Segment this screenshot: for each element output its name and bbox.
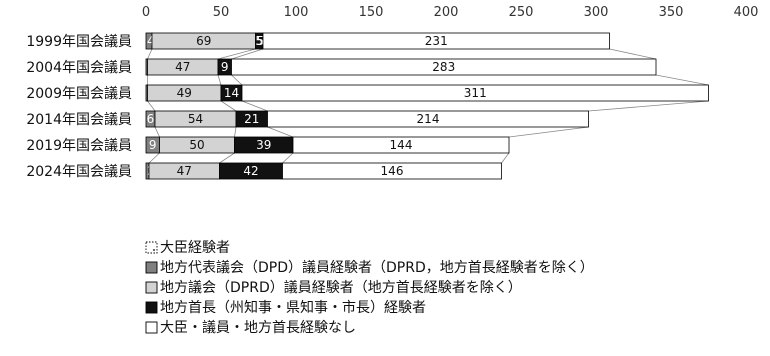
connector-line [147, 48, 153, 60]
connector-line [219, 152, 235, 164]
value-label: 47 [175, 60, 190, 74]
legend-swatch [145, 321, 158, 334]
x-tick-label: 300 [584, 5, 609, 20]
x-tick-label: 100 [284, 5, 309, 20]
connector-line [148, 152, 160, 164]
category-label: 1999年国会議員 [26, 33, 132, 50]
connector-line [220, 100, 237, 112]
connector-line [234, 126, 237, 138]
value-label: 49 [177, 86, 192, 100]
legend-label: 大臣経験者 [160, 240, 230, 256]
bar-segment [241, 84, 709, 102]
value-label: 5 [255, 34, 263, 48]
connector-line [508, 126, 589, 138]
legend-label: 地方議会（DPRD）議員経験者（地方首長経験者を除く） [160, 279, 522, 296]
bars: 469523151.479283491431165421214950391442… [145, 32, 709, 180]
legend-swatch [145, 281, 158, 294]
value-label: 4 [147, 34, 155, 48]
legend-swatch [145, 241, 158, 254]
connector-line [501, 152, 510, 164]
connector-line [217, 74, 222, 86]
x-tick-label: 250 [509, 5, 534, 20]
value-label: 69 [196, 34, 211, 48]
connector-line [231, 48, 264, 60]
category-labels: 1999年国会議員 2004年国会議員 2009年国会議員 2014年国会議員 2019… [26, 33, 132, 180]
connector-line [267, 126, 294, 138]
connector-line [231, 74, 243, 86]
value-label: 21 [244, 112, 259, 126]
value-label: 9 [149, 138, 157, 152]
connector-line [655, 74, 709, 86]
x-axis: 0 50 100 150 200 250 300 350 400 [142, 5, 759, 20]
connector-line [217, 48, 256, 60]
category-label: 2019年国会議員 [26, 137, 132, 154]
value-label: 5 [257, 34, 265, 48]
legend-label: 地方首長（州知事・県知事・市長）経験者 [160, 299, 426, 316]
connector-line [282, 152, 294, 164]
value-label: 47 [177, 164, 192, 178]
bar-segment [262, 32, 610, 50]
value-label: 144 [390, 138, 413, 152]
value-label: 231 [425, 34, 448, 48]
connector-line [154, 126, 160, 138]
category-label: 2024年国会議員 [26, 163, 132, 180]
connector-line [241, 100, 268, 112]
value-label: 42 [243, 164, 258, 178]
bar-segment [231, 58, 657, 76]
value-label: 6 [147, 112, 155, 126]
category-label: 2004年国会議員 [26, 59, 132, 76]
value-label: 146 [381, 164, 404, 178]
bar-segment [282, 162, 502, 180]
x-tick-label: 50 [213, 5, 230, 20]
value-label: 50 [189, 138, 204, 152]
connector-line [588, 100, 709, 112]
x-tick-label: 200 [434, 5, 459, 20]
legend-label: 地方代表議会（DPD）議員経験者（DPRD，地方首長経験者を除く） [160, 259, 594, 276]
value-label: 283 [432, 60, 455, 74]
connector-line [147, 100, 156, 112]
category-label: 2014年国会議員 [26, 111, 132, 128]
bar-segment [267, 110, 589, 128]
value-label: 39 [256, 138, 271, 152]
bar-segment [292, 136, 510, 154]
legend-swatch-dot [153, 249, 155, 251]
x-tick-label: 150 [359, 5, 384, 20]
legend-swatch [145, 301, 158, 314]
value-label: 14 [224, 86, 239, 100]
value-label: 9 [221, 60, 229, 74]
value-label: 54 [188, 112, 203, 126]
value-label: 214 [417, 112, 440, 126]
x-tick-label: 400 [734, 5, 759, 20]
legend-label: 大臣・議員・地方首長経験なし [160, 319, 356, 336]
legend-swatch [145, 261, 158, 274]
x-tick-label: 0 [142, 5, 150, 20]
value-label: 311 [464, 86, 487, 100]
category-label: 2009年国会議員 [26, 85, 132, 102]
x-tick-label: 350 [659, 5, 684, 20]
connector-lines [147, 48, 709, 164]
connector-line [609, 48, 657, 60]
